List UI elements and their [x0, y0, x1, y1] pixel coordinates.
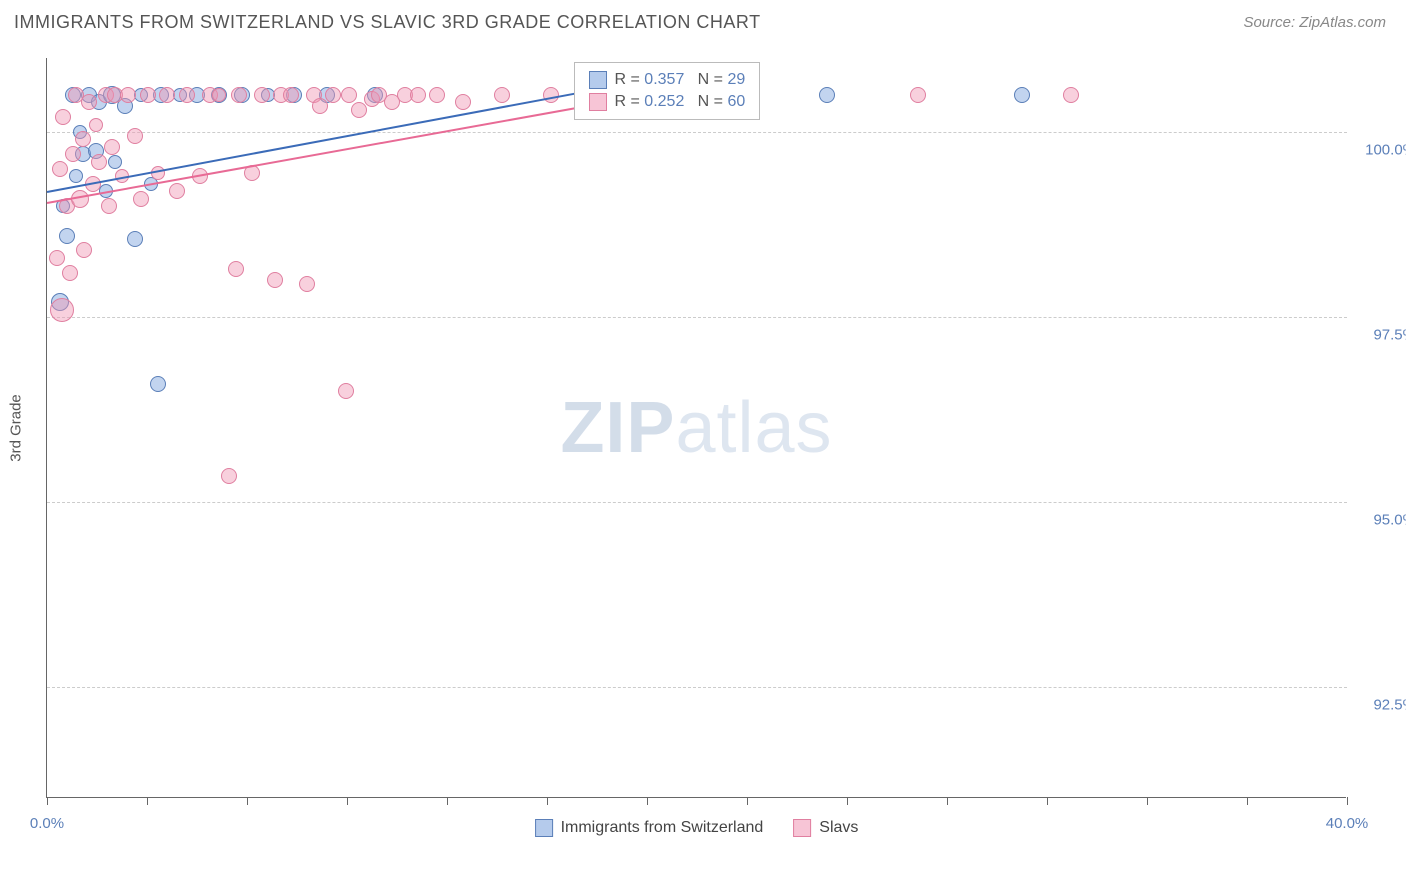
gridline	[47, 317, 1347, 318]
chart-container: 3rd Grade ZIPatlas 100.0%97.5%95.0%92.5%…	[46, 58, 1346, 798]
data-point	[133, 191, 149, 207]
xtick	[647, 797, 648, 805]
data-point	[351, 102, 367, 118]
watermark-atlas: atlas	[675, 388, 832, 468]
data-point	[267, 272, 283, 288]
series-legend-label: Slavs	[819, 819, 858, 837]
data-point	[228, 261, 244, 277]
data-point	[312, 98, 328, 114]
xtick-label: 0.0%	[30, 815, 64, 832]
xtick	[947, 797, 948, 805]
xtick	[1147, 797, 1148, 805]
data-point	[338, 383, 354, 399]
xtick	[347, 797, 348, 805]
data-point	[75, 131, 91, 147]
series-legend-item: Slavs	[793, 819, 858, 837]
data-point	[108, 155, 122, 169]
y-axis-label: 3rd Grade	[8, 394, 25, 462]
trendline	[47, 106, 584, 204]
data-point	[1063, 87, 1079, 103]
data-point	[127, 128, 143, 144]
xtick	[147, 797, 148, 805]
data-point	[819, 87, 835, 103]
data-point	[65, 146, 81, 162]
data-point	[179, 87, 195, 103]
legend-swatch	[589, 93, 607, 111]
data-point	[81, 94, 97, 110]
legend-row: R = 0.252 N = 60	[589, 91, 746, 113]
xtick-label: 40.0%	[1326, 815, 1369, 832]
legend-text: R = 0.252 N = 60	[615, 93, 746, 111]
data-point	[254, 87, 270, 103]
xtick	[1047, 797, 1048, 805]
data-point	[231, 87, 247, 103]
correlation-legend: R = 0.357 N = 29 R = 0.252 N = 60	[574, 62, 761, 120]
xtick	[1347, 797, 1348, 805]
data-point	[221, 468, 237, 484]
data-point	[62, 265, 78, 281]
data-point	[52, 161, 68, 177]
data-point	[69, 169, 83, 183]
data-point	[91, 154, 107, 170]
data-point	[50, 298, 74, 322]
data-point	[494, 87, 510, 103]
data-point	[59, 228, 75, 244]
data-point	[299, 276, 315, 292]
xtick	[447, 797, 448, 805]
data-point	[89, 118, 103, 132]
data-point	[140, 87, 156, 103]
data-point	[169, 183, 185, 199]
data-point	[101, 198, 117, 214]
legend-swatch	[535, 819, 553, 837]
gridline	[47, 687, 1347, 688]
data-point	[150, 376, 166, 392]
data-point	[455, 94, 471, 110]
chart-title: IMMIGRANTS FROM SWITZERLAND VS SLAVIC 3R…	[14, 12, 761, 33]
data-point	[910, 87, 926, 103]
legend-text: R = 0.357 N = 29	[615, 71, 746, 89]
ytick-label: 92.5%	[1356, 697, 1406, 714]
legend-swatch	[793, 819, 811, 837]
data-point	[55, 109, 71, 125]
xtick	[547, 797, 548, 805]
data-point	[325, 87, 341, 103]
data-point	[341, 87, 357, 103]
series-legend: Immigrants from Switzerland Slavs	[535, 819, 859, 837]
data-point	[410, 87, 426, 103]
ytick-label: 97.5%	[1356, 327, 1406, 344]
header: IMMIGRANTS FROM SWITZERLAND VS SLAVIC 3R…	[0, 0, 1406, 41]
watermark-zip: ZIP	[560, 388, 675, 468]
data-point	[159, 87, 175, 103]
data-point	[283, 87, 299, 103]
data-point	[120, 87, 136, 103]
ytick-label: 100.0%	[1356, 142, 1406, 159]
series-legend-item: Immigrants from Switzerland	[535, 819, 764, 837]
data-point	[127, 231, 143, 247]
source-text: Source: ZipAtlas.com	[1243, 14, 1386, 31]
data-point	[49, 250, 65, 266]
data-point	[429, 87, 445, 103]
xtick	[847, 797, 848, 805]
data-point	[104, 139, 120, 155]
series-legend-label: Immigrants from Switzerland	[561, 819, 764, 837]
legend-swatch	[589, 71, 607, 89]
data-point	[212, 88, 226, 102]
data-point	[76, 242, 92, 258]
xtick	[1247, 797, 1248, 805]
legend-row: R = 0.357 N = 29	[589, 69, 746, 91]
ytick-label: 95.0%	[1356, 512, 1406, 529]
xtick	[247, 797, 248, 805]
gridline	[47, 502, 1347, 503]
watermark: ZIPatlas	[560, 387, 832, 469]
xtick	[47, 797, 48, 805]
gridline	[47, 132, 1347, 133]
xtick	[747, 797, 748, 805]
plot-area: ZIPatlas 100.0%97.5%95.0%92.5%0.0%40.0%R…	[46, 58, 1346, 798]
data-point	[1014, 87, 1030, 103]
